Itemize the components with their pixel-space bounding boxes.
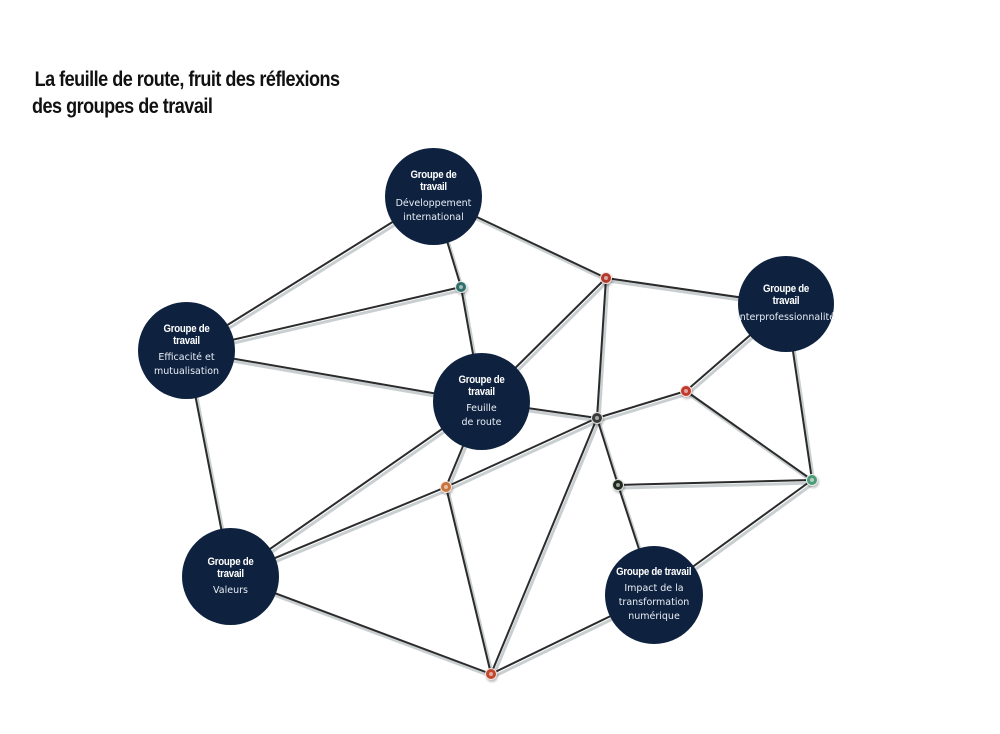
edge-j3-j4 (596, 390, 687, 419)
node-kicker: Groupe de travail (410, 168, 457, 193)
edge-shadow (446, 489, 495, 678)
edge-j6-j7 (617, 479, 813, 486)
page-title: La feuille de route, fruit des réflexion… (32, 66, 340, 120)
edge-shadow (447, 419, 600, 492)
orange-network-dot (440, 481, 452, 493)
edge-shadow (231, 578, 494, 679)
black-network-dot (612, 479, 624, 491)
node-developpement-international: Groupe de travail Développement internat… (385, 148, 482, 245)
edge-j2-j4 (596, 277, 607, 419)
edge-shadow (231, 403, 485, 581)
node-efficacite-mutualisation: Groupe de travail Efficacité et mutualis… (138, 302, 235, 399)
edge-j4-j5 (445, 417, 598, 488)
title-line-1: La feuille de route, fruit des réflexion… (34, 68, 341, 91)
node-kicker: Groupe de travail (207, 555, 254, 580)
node-label: Efficacité et mutualisation (153, 351, 220, 377)
node-kicker: Groupe de travail (458, 373, 505, 398)
edge-efficacite-feuille (186, 349, 482, 403)
green-network-dot (806, 474, 818, 486)
node-label: Impact de la transformation numérique (618, 583, 690, 622)
node-label: Interprofessionnalité (736, 312, 836, 323)
node-kicker: Groupe de travail (163, 322, 210, 347)
node-kicker: Groupe de travail (762, 283, 810, 307)
node-feuille-de-route: Groupe de travail Feuille de route (433, 353, 530, 450)
node-impact-transformation-numerique: Groupe de travail Impact de la transform… (605, 546, 703, 644)
edge-shadow (619, 481, 815, 490)
dark-network-dot (591, 412, 603, 424)
edge-j4-j8 (490, 417, 598, 675)
edge-feuille-valeurs (229, 400, 483, 578)
edge-j4-j6 (596, 417, 619, 486)
node-interprofessionnalite: Groupe de travail Interprofessionnalité (736, 256, 836, 352)
node-label: Feuille de route (461, 402, 502, 428)
edge-shadow (597, 280, 610, 422)
title-line-2: des groupes de travail (32, 95, 213, 118)
node-label: Développement international (395, 197, 472, 223)
edge-shadow (597, 420, 622, 489)
red-network-dot (600, 272, 612, 284)
red-network-dot (485, 668, 497, 680)
node-valeurs: Groupe de travail Valeurs (182, 528, 279, 625)
edge-shadow (687, 392, 815, 485)
edge-j3-j7 (685, 390, 813, 481)
node-label: Valeurs (213, 584, 248, 596)
edge-shadow (491, 420, 601, 678)
teal-network-dot (455, 281, 467, 293)
edge-shadow (598, 392, 689, 423)
node-kicker: Groupe de travail (616, 566, 692, 578)
edge-j5-j8 (445, 486, 492, 675)
red-network-dot (680, 385, 692, 397)
